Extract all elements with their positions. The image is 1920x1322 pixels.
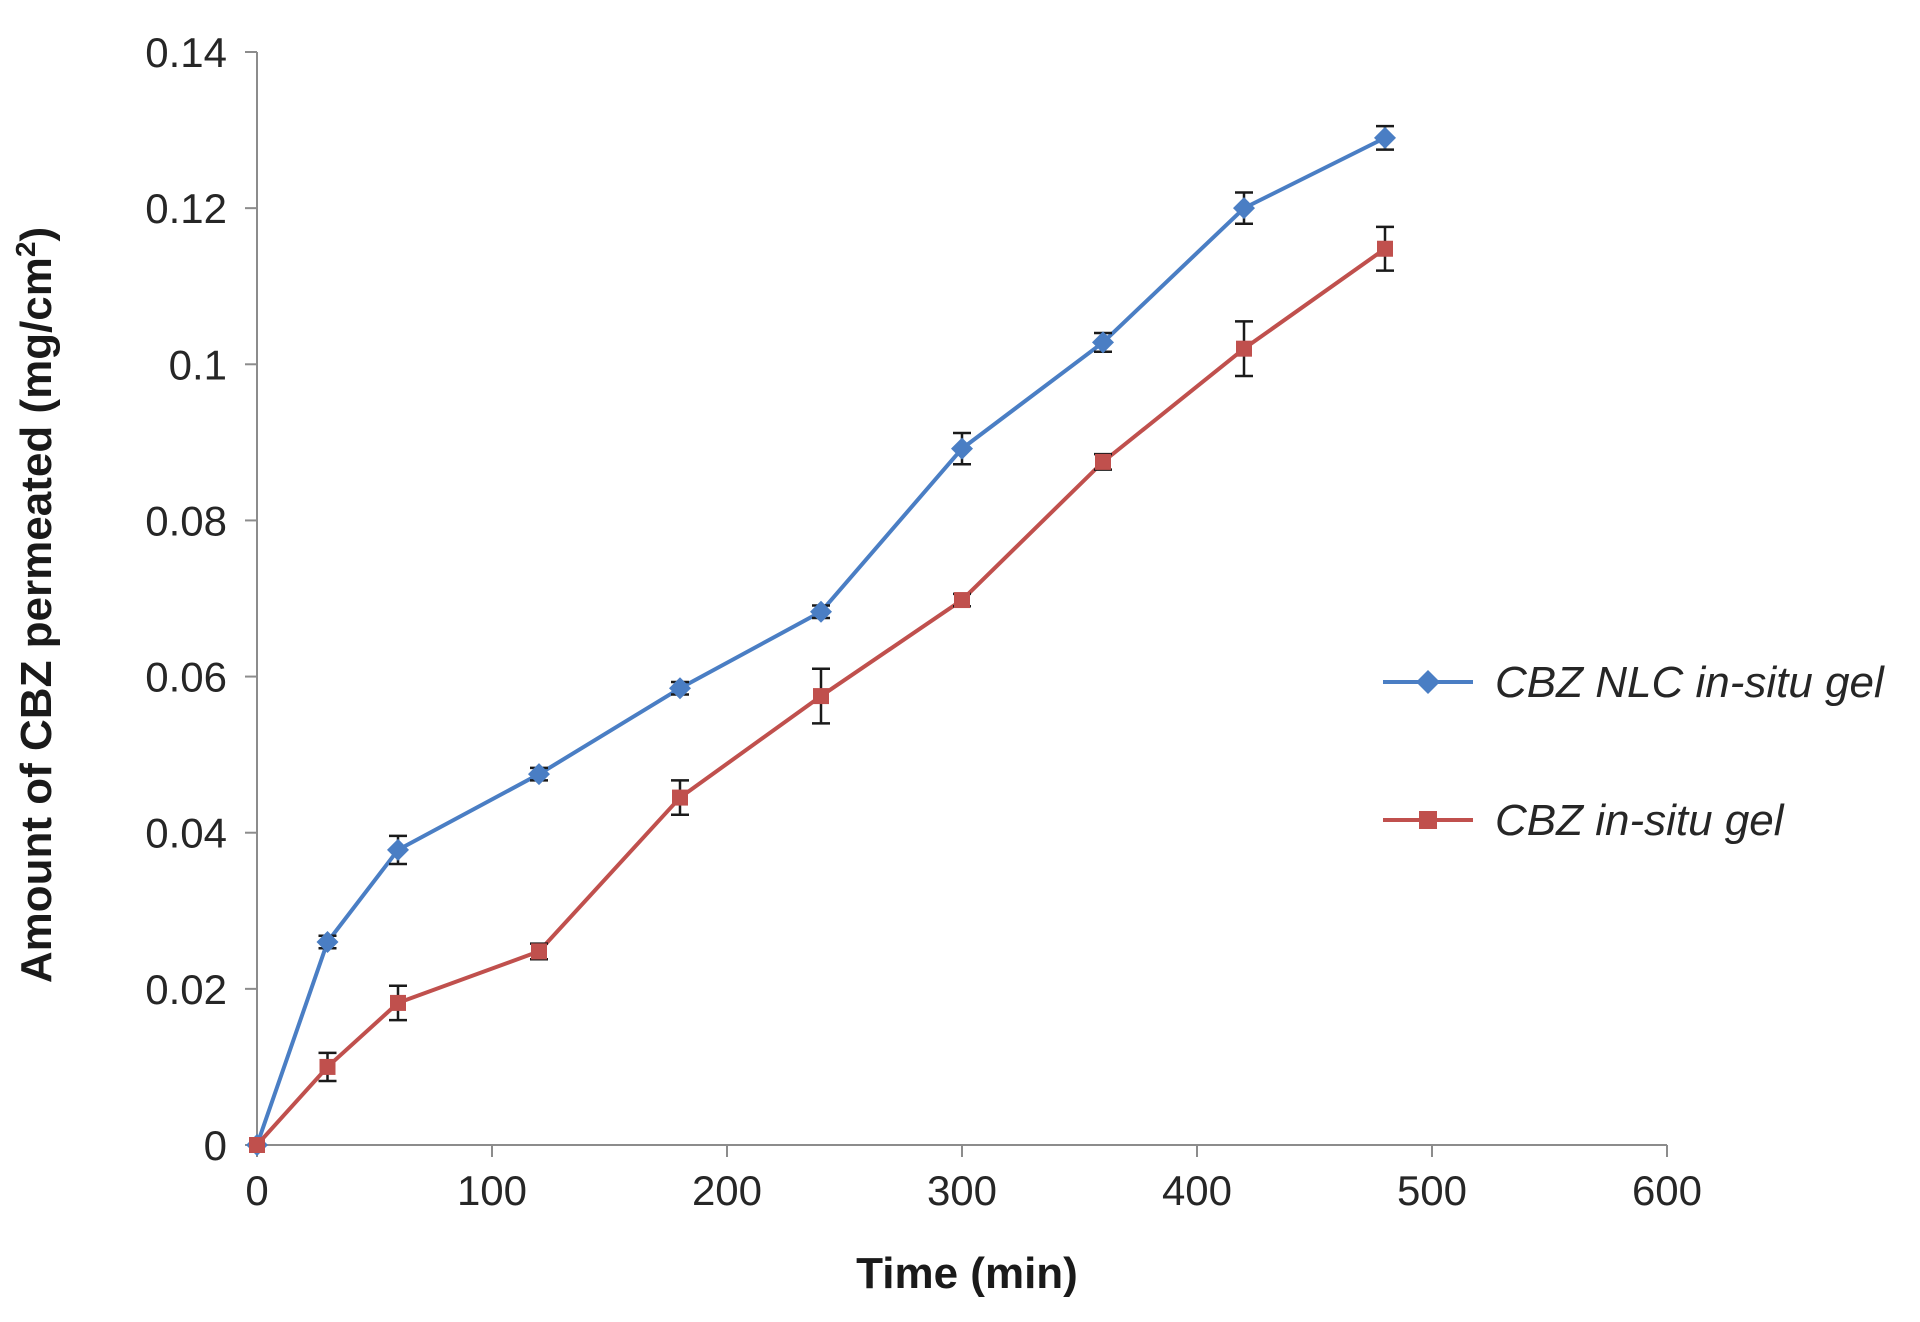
data-point bbox=[810, 600, 832, 623]
data-point bbox=[528, 763, 550, 786]
series-line bbox=[255, 136, 1386, 1146]
x-axis-title: Time (min) bbox=[856, 1249, 1078, 1298]
data-point bbox=[813, 688, 829, 705]
data-point bbox=[387, 838, 409, 861]
y-axis-title: Amount of CBZ permeated (mg/cm2) bbox=[10, 227, 61, 983]
y-ticks: 0 0.02 0.04 0.06 0.08 0.1 0.12 0.14 bbox=[145, 29, 257, 1169]
series-line bbox=[255, 247, 1387, 1147]
legend-marker-gel bbox=[1419, 811, 1437, 829]
x-tick-label: 600 bbox=[1632, 1167, 1702, 1214]
data-point bbox=[954, 592, 970, 609]
legend-entry-nlc: CBZ NLC in-situ gel bbox=[1383, 658, 1885, 707]
y-axis-title-close: ) bbox=[12, 227, 61, 242]
y-tick-label: 0.02 bbox=[145, 966, 227, 1013]
y-tick-label: 0.12 bbox=[145, 185, 227, 232]
data-point bbox=[1095, 453, 1111, 470]
data-point bbox=[672, 789, 688, 806]
y-tick-label: 0 bbox=[204, 1122, 227, 1169]
data-point bbox=[669, 677, 691, 700]
x-ticks: 0 100 200 300 400 500 600 bbox=[245, 1145, 1702, 1214]
legend-entry-gel: CBZ in-situ gel bbox=[1383, 796, 1785, 845]
data-point bbox=[1236, 340, 1252, 357]
x-tick-label: 100 bbox=[457, 1167, 527, 1214]
x-tick-label: 0 bbox=[245, 1167, 268, 1214]
x-tick-label: 400 bbox=[1162, 1167, 1232, 1214]
y-axis-title-main: Amount of CBZ permeated (mg/cm bbox=[12, 257, 61, 983]
legend-marker-nlc bbox=[1416, 670, 1440, 694]
data-point bbox=[390, 994, 406, 1011]
y-tick-label: 0.06 bbox=[145, 654, 227, 701]
x-tick-label: 500 bbox=[1397, 1167, 1467, 1214]
legend-label-nlc: CBZ NLC in-situ gel bbox=[1495, 658, 1885, 707]
data-point bbox=[1377, 240, 1393, 257]
legend: CBZ NLC in-situ gel CBZ in-situ gel bbox=[1383, 658, 1885, 845]
data-point bbox=[1092, 331, 1114, 354]
series-layer bbox=[246, 124, 1396, 1156]
data-point bbox=[316, 931, 339, 954]
data-point bbox=[951, 437, 973, 460]
legend-label-gel: CBZ in-situ gel bbox=[1495, 796, 1785, 845]
x-tick-label: 200 bbox=[692, 1167, 762, 1214]
data-point bbox=[319, 1058, 336, 1075]
data-point bbox=[249, 1137, 265, 1153]
y-tick-label: 0.08 bbox=[145, 497, 227, 544]
y-tick-label: 0.14 bbox=[145, 29, 227, 76]
series-1 bbox=[249, 225, 1394, 1153]
series-0 bbox=[246, 124, 1396, 1156]
data-point bbox=[1233, 197, 1255, 220]
y-tick-label: 0.04 bbox=[145, 810, 227, 857]
x-tick-label: 300 bbox=[927, 1167, 997, 1214]
data-point bbox=[1374, 126, 1396, 149]
y-tick-label: 0.1 bbox=[169, 341, 227, 388]
data-point bbox=[531, 943, 547, 960]
y-axis-title-superscript: 2 bbox=[10, 242, 41, 258]
